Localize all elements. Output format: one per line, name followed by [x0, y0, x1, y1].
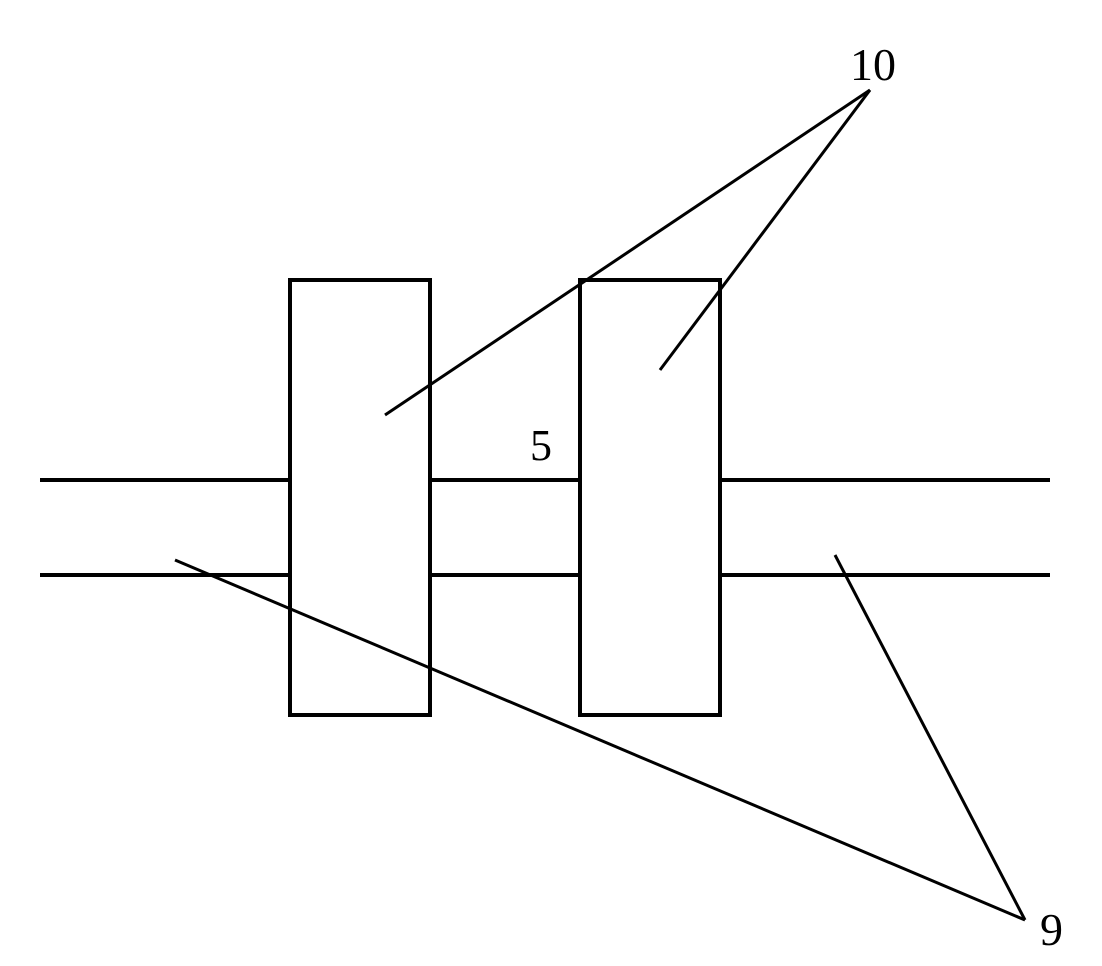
vertical-blocks — [290, 280, 720, 715]
callout-label-9: 9 — [1040, 904, 1063, 955]
callout-label-5: 5 — [530, 421, 552, 470]
technical-diagram: 10 5 9 — [0, 0, 1102, 966]
horizontal-strip — [40, 480, 1050, 575]
callout-label-10: 10 — [850, 39, 896, 90]
